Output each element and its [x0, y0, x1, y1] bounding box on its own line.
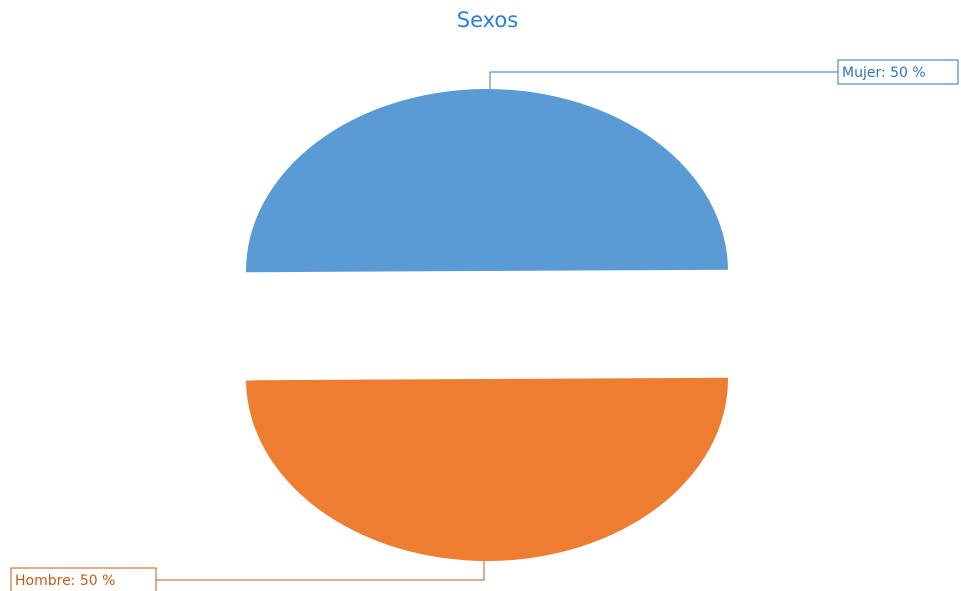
pie-slice-mujer: [246, 89, 728, 273]
pie-slice-hombre: [246, 377, 729, 561]
data-label-box-mujer: [837, 59, 959, 85]
leader-line-hombre: [156, 560, 485, 581]
leader-line-mujer: [489, 71, 838, 90]
chart-title: Sexos: [456, 8, 519, 32]
data-label-mujer: Mujer: 50 %: [842, 65, 926, 81]
data-label-hombre: Hombre: 50 %: [15, 573, 115, 589]
data-label-box-hombre: [10, 567, 157, 591]
